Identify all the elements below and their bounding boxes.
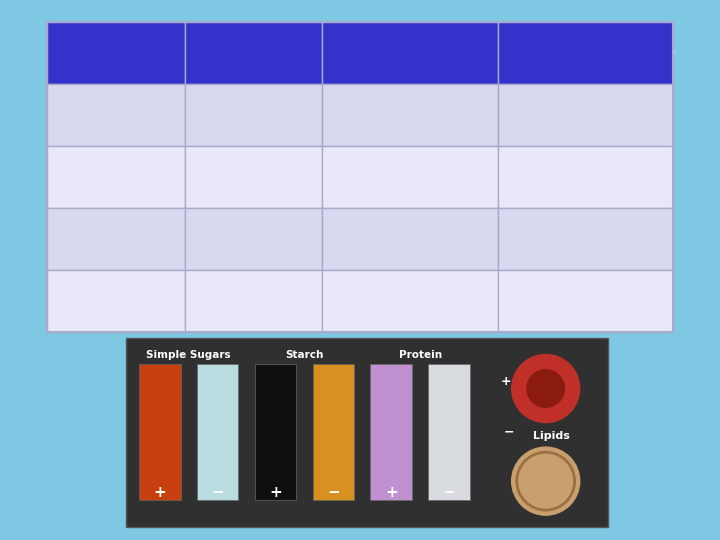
Bar bbox=[47, 270, 184, 332]
Bar bbox=[323, 270, 498, 332]
Bar bbox=[184, 146, 323, 208]
Text: +: + bbox=[153, 485, 166, 500]
Text: Lipids: Lipids bbox=[533, 431, 570, 441]
Text: Macromolecules: Macromolecules bbox=[177, 44, 330, 62]
Text: Simple Carbs: Simple Carbs bbox=[194, 106, 313, 124]
Bar bbox=[184, 84, 323, 146]
Text: Indicator: Indicator bbox=[67, 44, 165, 62]
Text: Reddish-Orange: Reddish-Orange bbox=[516, 292, 655, 310]
Text: Protein: Protein bbox=[399, 349, 442, 360]
Text: +: + bbox=[269, 485, 282, 500]
Text: Black: Black bbox=[560, 168, 611, 186]
Text: Simple Sugars: Simple Sugars bbox=[146, 349, 231, 360]
Text: Complex Carbs: Complex Carbs bbox=[189, 168, 318, 186]
Text: Orange: Orange bbox=[556, 106, 616, 124]
Bar bbox=[47, 146, 184, 208]
Bar bbox=[312, 364, 354, 500]
Text: Proteins: Proteins bbox=[214, 230, 294, 248]
Bar bbox=[323, 22, 498, 84]
Bar bbox=[371, 364, 412, 500]
Text: Sudan IV: Sudan IV bbox=[76, 292, 156, 310]
Bar bbox=[47, 84, 184, 146]
Bar bbox=[498, 146, 673, 208]
Text: Biuret: Biuret bbox=[86, 230, 145, 248]
Text: Negative Test (-): Negative Test (-) bbox=[318, 43, 503, 62]
Text: −: − bbox=[443, 485, 456, 500]
Bar bbox=[323, 146, 498, 208]
Bar bbox=[323, 84, 498, 146]
Bar bbox=[47, 208, 184, 270]
Circle shape bbox=[527, 370, 564, 407]
Bar bbox=[47, 22, 673, 332]
Bar bbox=[139, 364, 181, 500]
Bar bbox=[126, 338, 608, 526]
Text: −: − bbox=[211, 485, 224, 500]
Bar bbox=[428, 364, 470, 500]
Bar bbox=[498, 270, 673, 332]
Text: −: − bbox=[503, 426, 514, 438]
Bar bbox=[184, 22, 323, 84]
Text: Yellow-Brown: Yellow-Brown bbox=[350, 168, 470, 186]
Text: Benedict’s: Benedict’s bbox=[66, 106, 166, 124]
Text: Blue: Blue bbox=[390, 230, 430, 248]
Bar bbox=[197, 364, 238, 500]
Circle shape bbox=[512, 354, 580, 422]
Bar bbox=[255, 364, 297, 500]
Bar bbox=[47, 22, 184, 84]
Text: Lugol’s/Iodine: Lugol’s/Iodine bbox=[45, 168, 186, 186]
Text: −: − bbox=[327, 485, 340, 500]
Text: +: + bbox=[501, 375, 512, 388]
Circle shape bbox=[512, 447, 580, 515]
Bar bbox=[184, 270, 323, 332]
Bar bbox=[498, 84, 673, 146]
Bar bbox=[498, 22, 673, 84]
Text: Starch: Starch bbox=[285, 349, 324, 360]
Text: Dark Red: Dark Red bbox=[370, 292, 450, 310]
Bar bbox=[184, 208, 323, 270]
Text: Blue: Blue bbox=[390, 106, 430, 124]
Bar bbox=[498, 208, 673, 270]
Text: Positive Test (+): Positive Test (+) bbox=[493, 44, 678, 62]
Text: Lipids: Lipids bbox=[223, 292, 284, 310]
Text: +: + bbox=[385, 485, 397, 500]
Bar bbox=[323, 208, 498, 270]
Text: Violet, Black: Violet, Black bbox=[521, 230, 650, 248]
